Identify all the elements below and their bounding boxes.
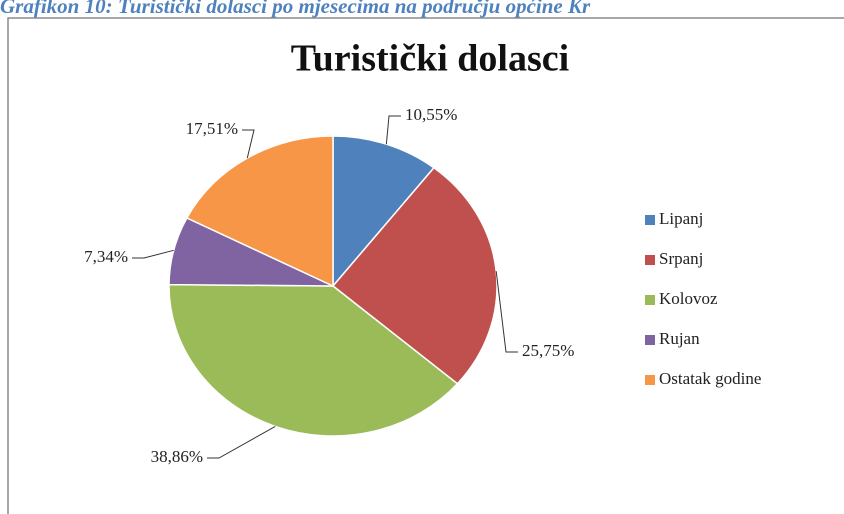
leader-line — [242, 129, 255, 159]
legend-label: Ostatak godine — [659, 369, 761, 388]
legend-swatch — [645, 375, 655, 385]
pie-slice — [168, 283, 459, 437]
leader-line — [132, 249, 174, 259]
pie-slice — [332, 135, 436, 289]
pie-slice — [331, 166, 498, 385]
leader-line — [495, 271, 518, 353]
legend-swatch — [645, 295, 655, 305]
chart-title: Turistički dolasci — [291, 38, 569, 80]
data-label: 10,55% — [405, 105, 457, 124]
legend-swatch — [645, 255, 655, 265]
caption: Grafikon 10: Turistički dolasci po mjese… — [0, 0, 591, 18]
data-label: 17,51% — [186, 119, 238, 138]
pie-slice — [185, 135, 334, 288]
data-label: 7,34% — [84, 247, 128, 266]
legend-label: Kolovoz — [659, 289, 718, 308]
data-label: 38,86% — [151, 447, 203, 466]
leader-line — [207, 425, 276, 459]
legend-label: Lipanj — [659, 209, 703, 228]
legend-label: Srpanj — [659, 249, 703, 268]
data-label: 25,75% — [522, 341, 574, 360]
legend-swatch — [645, 335, 655, 345]
leader-line — [385, 115, 401, 145]
legend-swatch — [645, 215, 655, 225]
legend-label: Rujan — [659, 329, 700, 348]
